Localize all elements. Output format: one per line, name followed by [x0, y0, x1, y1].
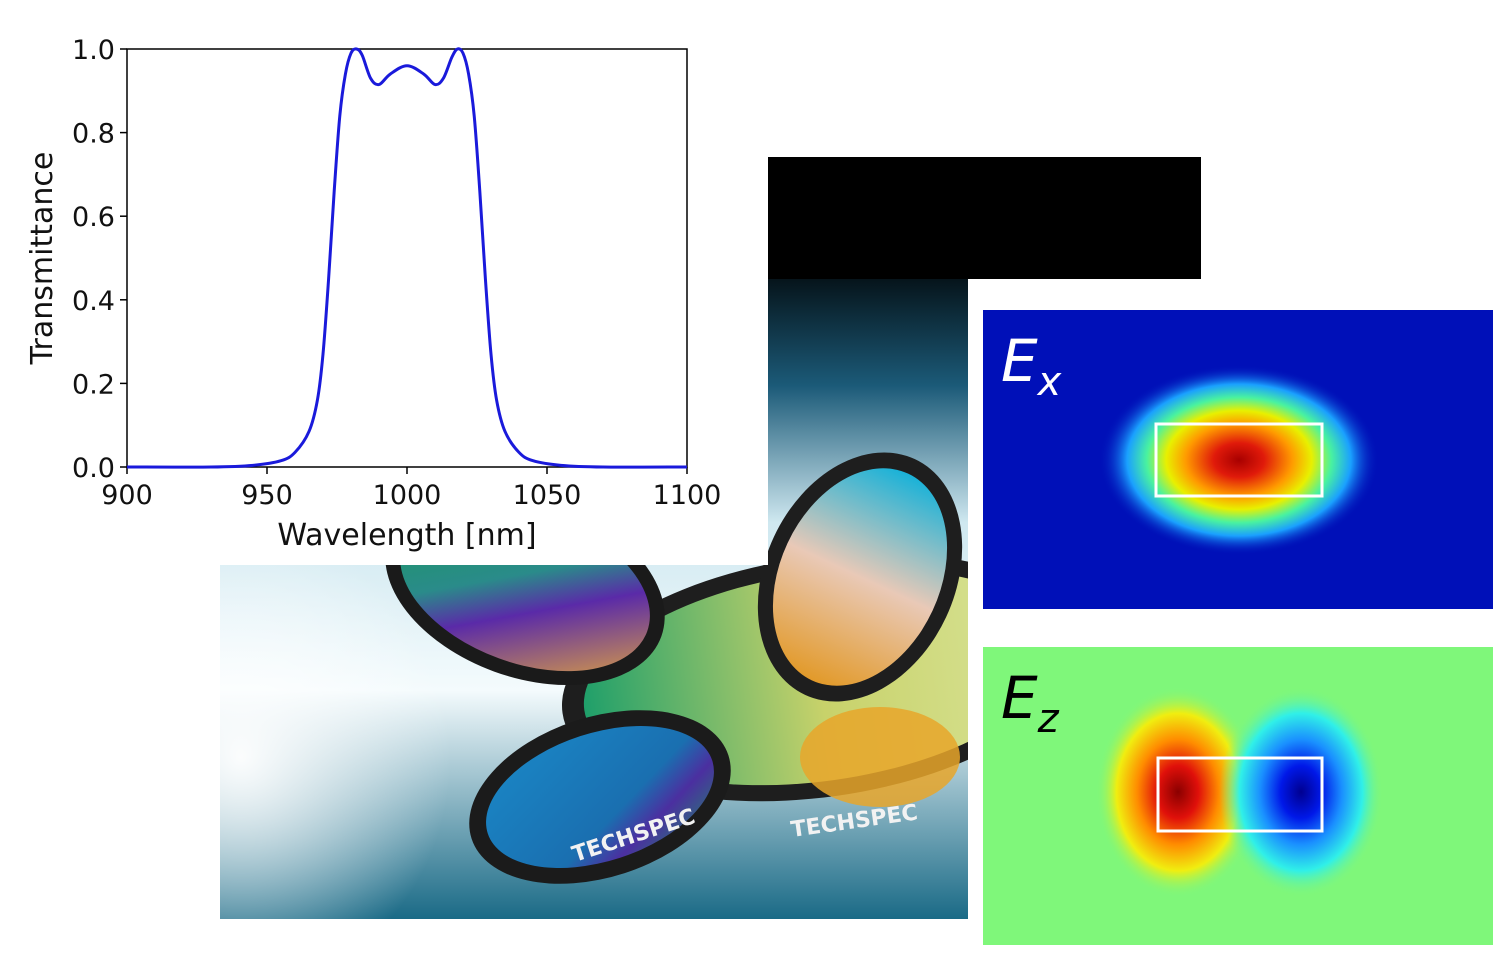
field-hotspot: [1099, 365, 1379, 555]
ex-field-map: Ex: [983, 310, 1493, 609]
transmittance-chart: 900 950 1000 1050 1100 0.0 0.2 0.4 0.6 0.8 1.0 Wav…: [0, 0, 768, 565]
x-tick-label: 1050: [513, 480, 582, 511]
x-tick-label: 1000: [373, 480, 442, 511]
x-axis-label: Wavelength [nm]: [277, 518, 536, 553]
field-negative-lobe: [1219, 687, 1383, 897]
waveguide-outline: [1154, 422, 1324, 498]
y-axis-label: Transmittance: [25, 152, 60, 366]
y-tick-label: 0.8: [72, 119, 115, 150]
ex-label: Ex: [1001, 327, 1062, 405]
x-tick-label: 900: [101, 480, 153, 511]
ez-label: Ez: [1001, 664, 1059, 742]
y-tick-label: 0.6: [72, 202, 115, 233]
photo-dark-region: [768, 157, 1201, 279]
y-tick-label: 0.0: [72, 453, 115, 484]
plot-area: [126, 48, 688, 468]
waveguide-outline: [1156, 756, 1324, 833]
x-tick-label: 950: [241, 480, 293, 511]
y-tick-label: 0.4: [72, 286, 115, 317]
x-tick-label: 1100: [653, 480, 722, 511]
chart-canvas: 900 950 1000 1050 1100 0.0 0.2 0.4 0.6 0.8 1.0 Wav…: [25, 35, 722, 553]
transmittance-curve: [126, 47, 688, 469]
y-tick-label: 1.0: [72, 35, 115, 66]
y-tick-label: 0.2: [72, 369, 115, 400]
ez-field-map: Ez: [983, 647, 1493, 945]
field-positive-lobe: [1096, 687, 1260, 897]
